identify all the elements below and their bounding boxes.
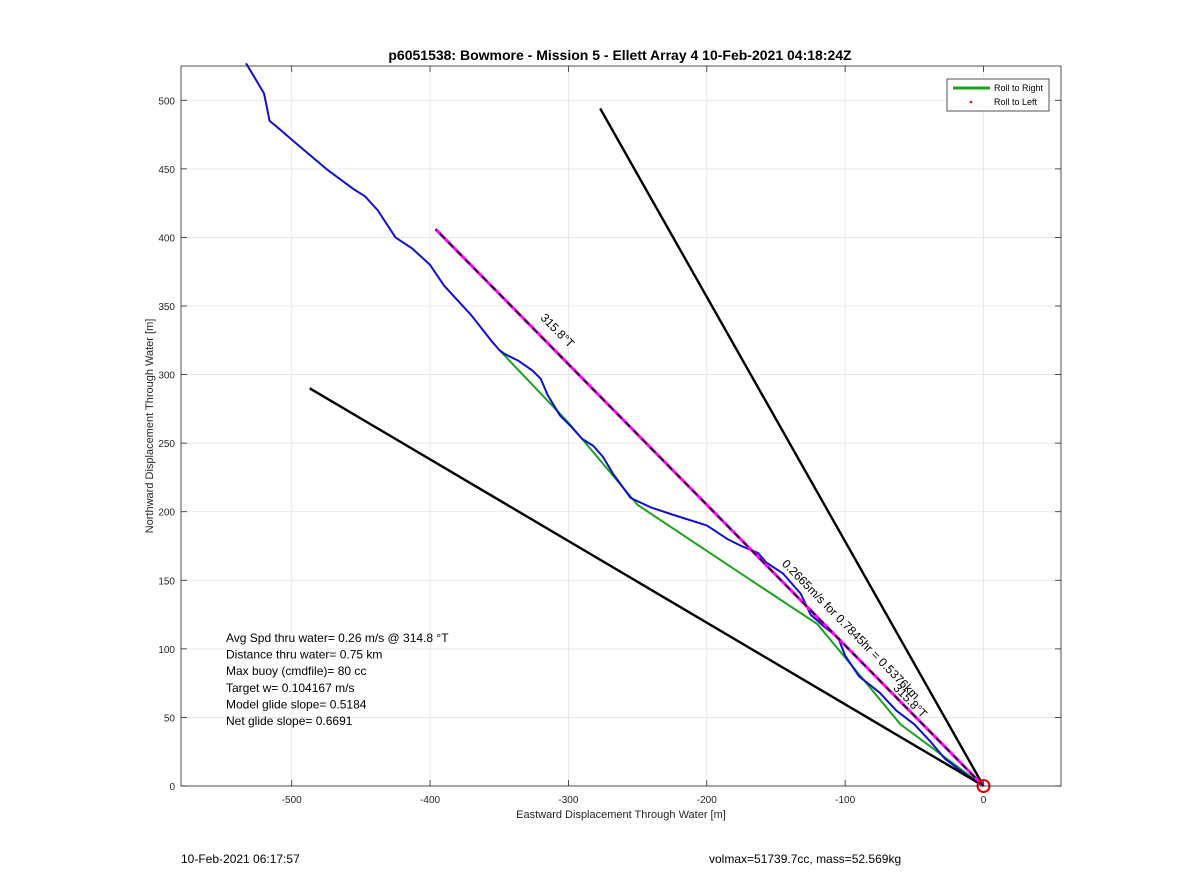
bound-line-upper — [599, 107, 985, 787]
y-tick-label: 0 — [169, 782, 175, 793]
heading-line — [435, 228, 985, 787]
data-series — [245, 62, 991, 793]
legend-roll-left-label: Roll to Left — [994, 97, 1038, 107]
axis-ticks: -500 -400 -300 -200 -100 0 0 50 100 150 200 250 300 3… — [158, 66, 1061, 806]
bound-line-lower — [309, 387, 985, 788]
footer-date: 10-Feb-2021 06:17:57 — [181, 852, 300, 866]
y-tick-label: 200 — [158, 508, 175, 519]
y-axis-label: Northward Displacement Through Water [m] — [144, 319, 156, 534]
grid-lines — [181, 66, 1061, 787]
glider-track — [245, 62, 985, 787]
chart-title: p6051538: Bowmore - Mission 5 - Ellett A… — [388, 47, 852, 63]
y-tick-label: 400 — [158, 233, 175, 244]
x-tick-label: -200 — [697, 795, 717, 806]
x-tick-label: 0 — [981, 795, 987, 806]
y-tick-label: 50 — [164, 713, 176, 724]
stats-text-block: Avg Spd thru water= 0.26 m/s @ 314.8 °T D… — [226, 631, 449, 728]
stats-line: Max buoy (cmdfile)= 80 cc — [226, 664, 366, 678]
y-tick-label: 150 — [158, 576, 175, 587]
x-tick-label: -400 — [420, 795, 440, 806]
y-tick-label: 450 — [158, 165, 175, 176]
y-tick-label: 300 — [158, 371, 175, 382]
legend-roll-left-dot — [969, 100, 973, 104]
stats-line: Avg Spd thru water= 0.26 m/s @ 314.8 °T — [226, 631, 449, 645]
y-tick-label: 350 — [158, 302, 175, 313]
x-tick-label: -500 — [282, 795, 302, 806]
legend-roll-right-label: Roll to Right — [994, 83, 1044, 93]
legend: Roll to Right Roll to Left — [946, 78, 1050, 112]
stats-line: Net glide slope= 0.6691 — [226, 714, 353, 728]
x-tick-label: -300 — [558, 795, 578, 806]
stats-line: Distance thru water= 0.75 km — [226, 648, 382, 662]
x-tick-label: -100 — [835, 795, 855, 806]
plot-frame — [180, 65, 1062, 787]
footer-volmax-mass: volmax=51739.7cc, mass=52.569kg — [709, 852, 902, 866]
legend-box — [946, 78, 1050, 112]
y-tick-label: 100 — [158, 645, 175, 656]
y-tick-label: 250 — [158, 439, 175, 450]
stats-line: Model glide slope= 0.5184 — [226, 697, 367, 711]
y-tick-label: 500 — [158, 96, 175, 107]
stats-line: Target w= 0.104167 m/s — [226, 681, 354, 695]
x-axis-label: Eastward Displacement Through Water [m] — [516, 809, 726, 821]
